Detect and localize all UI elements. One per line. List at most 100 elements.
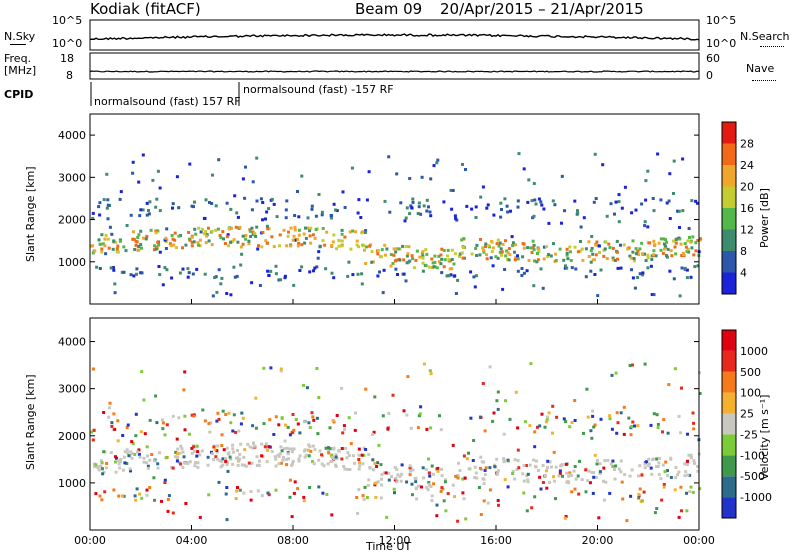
heatmap-cell [525,474,529,478]
heatmap-cell [443,258,447,262]
heatmap-cell [692,459,696,463]
heatmap-cell [456,519,460,523]
heatmap-cell [630,268,633,272]
heatmap-cell [151,178,155,182]
heatmap-cell [171,237,175,241]
heatmap-cell [181,267,185,271]
heatmap-cell [192,445,196,449]
heatmap-cell [683,242,687,246]
heatmap-cell [622,405,626,409]
heatmap-cell [179,462,183,466]
heatmap-cell [250,461,254,465]
heatmap-cell [225,518,229,522]
heatmap-cell [645,460,649,464]
heatmap-cell [616,257,619,261]
heatmap-cell [97,205,101,209]
heatmap-cell [573,487,577,491]
heatmap-cell [248,228,252,232]
heatmap-cell [332,276,336,280]
heatmap-cell [522,464,526,468]
heatmap-cell [408,259,412,263]
heatmap-cell [608,491,612,495]
heatmap-cell [674,241,678,245]
heatmap-cell [217,158,221,162]
heatmap-cell [610,373,614,377]
heatmap-cell [527,178,531,182]
heatmap-cell [564,515,568,518]
colorbar-tick-label: -500 [740,470,765,483]
heatmap-cell [373,395,377,399]
heatmap-cell [160,499,163,503]
heatmap-cell [565,247,569,251]
heatmap-cell [241,242,245,246]
heatmap-cell [118,239,122,243]
heatmap-cell [284,208,288,212]
heatmap-cell [354,411,357,415]
heatmap-cell [503,268,507,271]
heatmap-cell [255,225,259,229]
heatmap-cell [290,462,294,466]
heatmap-cell [380,483,384,487]
heatmap-cell [133,248,137,251]
heatmap-cell [244,464,248,468]
colorbar-swatch [722,455,736,477]
heatmap-cell [101,472,105,476]
heatmap-cell [421,466,425,470]
heatmap-cell [528,424,532,428]
heatmap-cell [136,450,139,454]
heatmap-cell [452,262,456,266]
heatmap-cell [308,229,312,233]
heatmap-cell [385,247,389,251]
heatmap-cell [331,456,335,460]
heatmap-cell [560,174,564,178]
heatmap-cell [330,214,334,217]
heatmap-cell [170,276,174,280]
heatmap-cell [448,267,452,271]
heatmap-cell [574,477,578,481]
heatmap-cell [225,235,229,239]
heatmap-cell [417,414,421,418]
heatmap-cell [215,449,219,452]
heatmap-cell [435,161,439,165]
heatmap-cell [190,451,194,455]
heatmap-cell [337,239,341,243]
heatmap-cell [591,252,595,256]
heatmap-cell [347,416,351,420]
heatmap-cell [346,467,350,471]
heatmap-cell [422,476,426,480]
heatmap-cell [131,442,135,445]
heatmap-cell [100,233,104,237]
heatmap-cell [440,486,444,490]
heatmap-cell [482,477,486,481]
heatmap-cell [165,227,169,231]
heatmap-cell [226,469,230,473]
heatmap-cell [474,247,478,250]
heatmap-cell [220,444,224,447]
heatmap-cell [372,468,376,472]
heatmap-cell [451,443,455,447]
heatmap-cell [661,463,665,467]
heatmap-cell [622,243,626,247]
heatmap-cell [638,247,642,251]
y-tick-label: 1000 [58,477,86,490]
heatmap-cell [495,457,499,461]
heatmap-cell [418,412,422,416]
heatmap-cell [525,269,529,273]
heatmap-cell [394,250,398,254]
heatmap-cell [404,279,408,283]
heatmap-cell [439,253,443,257]
heatmap-cell [579,225,583,229]
heatmap-cell [297,242,301,245]
heatmap-cell [382,268,386,272]
heatmap-cell [500,250,504,254]
heatmap-cell [611,464,615,468]
heatmap-cell [335,414,339,417]
heatmap-cell [115,456,118,460]
heatmap-cell [558,247,562,251]
heatmap-cell [220,433,224,437]
heatmap-cell [424,263,428,267]
heatmap-cell [642,490,646,494]
heatmap-cell [673,488,677,492]
heatmap-cell [496,469,500,473]
